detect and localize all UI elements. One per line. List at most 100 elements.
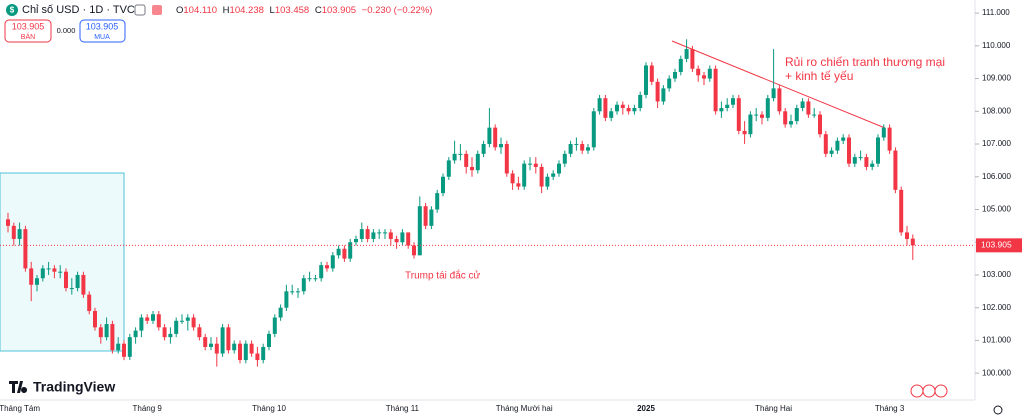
toolbar-icon[interactable] [152, 5, 162, 15]
candle-body [354, 238, 358, 243]
candle-body [661, 88, 666, 102]
legend-value: 103.905 [322, 5, 356, 16]
candle-body [713, 68, 718, 112]
candle-body [35, 278, 39, 285]
candle-body [539, 166, 544, 187]
candle-body [829, 150, 834, 154]
y-tick-label: 101.000 [982, 336, 1011, 345]
candle-body [255, 353, 260, 361]
candle-body [388, 232, 393, 239]
candle-body [180, 320, 184, 322]
candle-body [852, 157, 857, 164]
candle-body [243, 343, 248, 361]
candle-body [800, 101, 805, 109]
candle-body [684, 49, 689, 59]
candle-body [470, 166, 474, 171]
y-tick-label: 108.000 [982, 106, 1011, 115]
candle-body [348, 242, 353, 259]
trend-line [671, 40, 886, 129]
candle-body [185, 317, 190, 321]
y-tick-label: 111.000 [982, 8, 1010, 17]
candle-body [765, 98, 770, 118]
x-tick-label: Tháng 9 [133, 404, 163, 413]
candle-body [789, 121, 793, 125]
candle-body [499, 144, 503, 148]
candle-body [568, 144, 573, 154]
candle-body [6, 219, 10, 226]
candle-body [174, 320, 179, 334]
candle-body [707, 68, 712, 79]
settings-icon[interactable] [993, 405, 1003, 415]
candle-body [673, 72, 677, 79]
candle-body [232, 343, 237, 351]
candles [6, 39, 915, 367]
candle-body [139, 317, 144, 331]
candle-body [870, 163, 875, 167]
event-flag[interactable] [934, 384, 948, 398]
candle-body [702, 75, 706, 79]
candle-body [417, 206, 422, 256]
candle-body [429, 209, 434, 226]
candle-body [191, 317, 196, 328]
candle-body [238, 343, 242, 361]
candle-body [423, 206, 428, 226]
candle-body [145, 317, 150, 321]
candle-body [609, 111, 614, 118]
sell-button[interactable] [4, 19, 52, 43]
candle-body [696, 68, 701, 76]
annotation: Trump tái đắc cử [405, 269, 481, 282]
candle-body [667, 78, 672, 89]
x-tick-label: Tháng 11 [386, 404, 420, 413]
y-tick-label: 105.000 [982, 205, 1011, 214]
candle-body [330, 255, 335, 269]
candle-body [214, 343, 219, 354]
candle-body [510, 173, 515, 184]
candle-body [383, 232, 387, 234]
candle-body [644, 65, 648, 95]
candle-body [365, 229, 370, 239]
candle-body [209, 343, 213, 347]
symbol-title: Chỉ số USD · 1D · TVC [22, 4, 135, 16]
candle-body [562, 153, 567, 164]
event-flag[interactable] [910, 384, 924, 398]
candle-body [435, 193, 440, 210]
candle-body [446, 160, 451, 177]
buy-button[interactable] [79, 19, 126, 43]
y-tick-label: 106.000 [982, 172, 1011, 181]
legend-value: 104.110 [183, 5, 217, 16]
candle-body [394, 238, 399, 243]
y-tick-label: 100.000 [982, 368, 1011, 377]
event-flag[interactable] [922, 384, 936, 398]
candle-body [580, 144, 585, 151]
symbol-icon [6, 4, 18, 16]
candle-body [162, 327, 167, 338]
y-tick-label: 107.000 [982, 139, 1011, 148]
candle-body [17, 229, 22, 239]
candle-body [522, 163, 527, 187]
toolbar-icon[interactable] [134, 4, 146, 16]
candle-body [533, 163, 538, 167]
candle-body [736, 98, 741, 131]
candle-body [794, 108, 799, 122]
candle-body [678, 58, 683, 73]
candle-body [719, 108, 724, 112]
candle-body [226, 327, 231, 351]
candle-body [487, 127, 492, 145]
legend-value: 104.238 [230, 5, 264, 16]
candle-body [58, 271, 63, 273]
candle-body [458, 153, 463, 155]
candle-body [278, 307, 283, 318]
candle-body [690, 49, 695, 69]
x-tick-label: 2025 [637, 404, 655, 413]
candle-body [377, 232, 382, 234]
legend-change: −0.230 (−0.22%) [362, 5, 433, 16]
candle-body [301, 278, 306, 292]
candle-body [760, 114, 764, 118]
candle-body [847, 137, 851, 164]
candle-body [620, 104, 625, 109]
candle-body [81, 274, 86, 295]
candle-body [626, 108, 631, 112]
candle-body [481, 144, 486, 154]
